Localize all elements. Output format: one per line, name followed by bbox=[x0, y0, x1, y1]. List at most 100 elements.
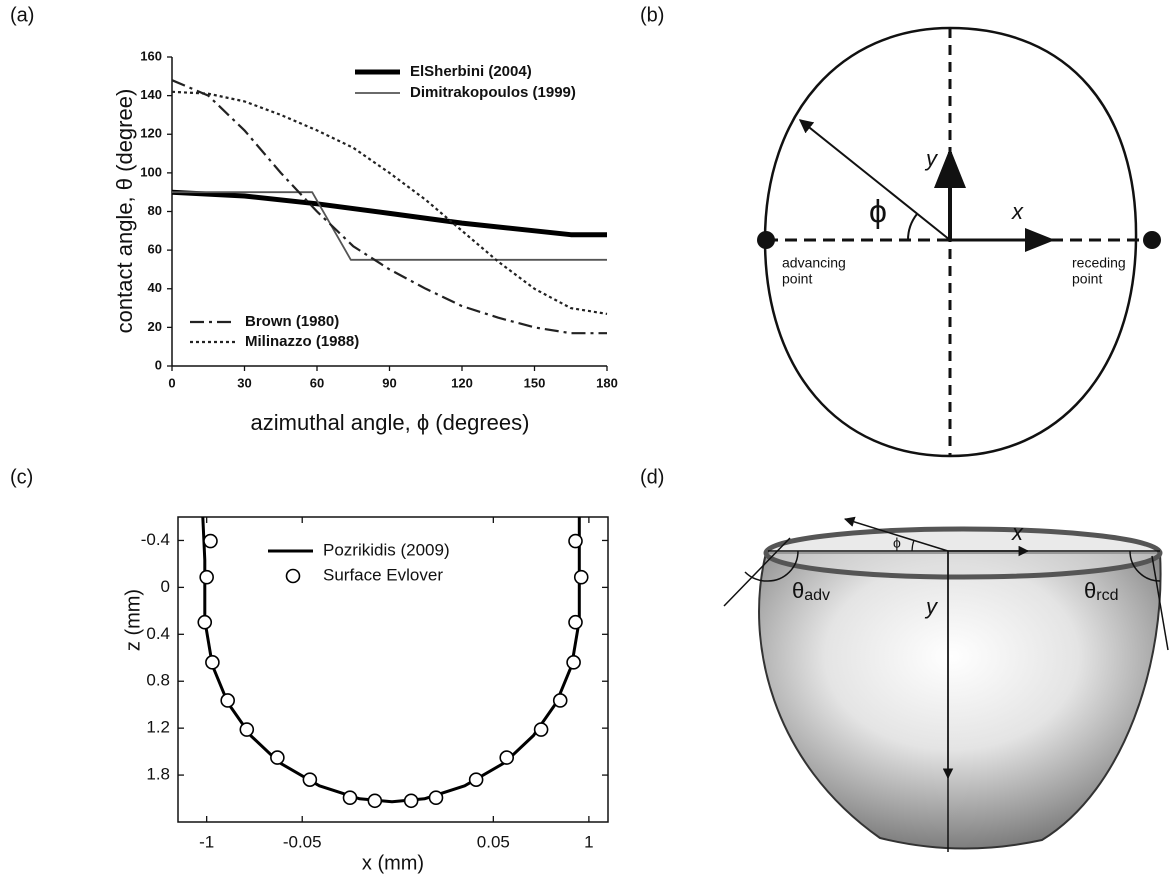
data-point bbox=[197, 614, 213, 630]
y-tick-label: 80 bbox=[148, 203, 162, 218]
x-label: x bbox=[1011, 520, 1024, 545]
y-axis-title: z (mm) bbox=[122, 589, 144, 651]
data-point bbox=[239, 722, 255, 737]
angle-label: ϕ bbox=[869, 193, 887, 229]
receding-label: point bbox=[1072, 271, 1102, 287]
series-line bbox=[201, 516, 581, 804]
diagram-d: ϕ x y θadv θrcd bbox=[723, 516, 1169, 852]
x-tick-label: 0.05 bbox=[477, 832, 510, 851]
radius-arrow bbox=[798, 119, 951, 241]
x-tick-label: 120 bbox=[451, 375, 473, 390]
x-tick-label: 90 bbox=[382, 375, 396, 390]
rcd-arc bbox=[1129, 550, 1161, 582]
x-tick-label: 180 bbox=[596, 375, 618, 390]
chart: -0.4 0 0.4 0.8 1.2 1.8 -1 -0.05 0.05 1 z (mm) x (mm… bbox=[122, 516, 609, 874]
y-tick-label: 120 bbox=[140, 126, 162, 141]
theta-adv-label: θadv bbox=[792, 578, 830, 604]
drop-body bbox=[758, 552, 1162, 850]
theta-symbol: θ bbox=[792, 578, 804, 603]
data-point bbox=[573, 569, 589, 585]
y-tick-label: 0 bbox=[155, 357, 162, 372]
y-tick-label: 0.8 bbox=[146, 671, 170, 690]
data-point bbox=[302, 772, 318, 787]
data-point bbox=[199, 569, 214, 585]
legend-label: Pozrikidis (2009) bbox=[323, 540, 450, 559]
theta-subscript: adv bbox=[804, 587, 830, 604]
data-point bbox=[367, 793, 383, 809]
data-point bbox=[205, 655, 220, 670]
y-tick-label: 1.8 bbox=[146, 765, 170, 784]
y-tick-label: 0.4 bbox=[146, 624, 170, 643]
y-tick-label: 40 bbox=[148, 280, 162, 295]
tangent-right bbox=[1151, 555, 1169, 651]
data-point bbox=[499, 750, 515, 765]
plot-frame bbox=[177, 516, 609, 823]
panel-label: (c) bbox=[10, 466, 33, 488]
panel-label: (a) bbox=[10, 4, 34, 26]
panel-label: (d) bbox=[640, 466, 664, 488]
diagram-b: ϕ y x advancing point receding point bbox=[757, 26, 1161, 458]
theta-symbol: θ bbox=[1084, 578, 1096, 603]
angle-label: ϕ bbox=[893, 535, 901, 551]
data-point bbox=[566, 655, 581, 670]
data-point bbox=[270, 750, 285, 765]
data-point bbox=[552, 693, 568, 708]
y-label: y bbox=[924, 594, 939, 619]
tangent-left bbox=[723, 537, 791, 607]
y-tick-label: -0.4 bbox=[141, 530, 170, 549]
x-tick-label: -0.05 bbox=[283, 832, 322, 851]
series-line bbox=[171, 79, 607, 335]
receding-dot bbox=[1143, 231, 1161, 249]
y-tick-label: 1.2 bbox=[146, 718, 170, 737]
data-point bbox=[533, 722, 549, 737]
advancing-dot bbox=[757, 231, 775, 249]
advancing-label: point bbox=[782, 271, 812, 287]
receding-label: receding bbox=[1072, 255, 1126, 271]
data-point bbox=[468, 772, 484, 787]
advancing-label: advancing bbox=[782, 255, 846, 271]
y-tick-label: 100 bbox=[140, 164, 162, 179]
data-point bbox=[203, 533, 218, 549]
x-tick-label: 150 bbox=[524, 375, 546, 390]
y-tick-label: 60 bbox=[148, 242, 162, 257]
y-axis-title: contact angle, θ (degree) bbox=[112, 89, 137, 334]
legend-label: ElSherbini (2004) bbox=[410, 63, 532, 80]
angle-arc bbox=[911, 539, 915, 552]
x-tick-label: 0 bbox=[168, 375, 175, 390]
adv-arc bbox=[744, 550, 799, 582]
series-line bbox=[171, 189, 607, 238]
series-line bbox=[172, 191, 607, 261]
x-tick-label: -1 bbox=[199, 832, 214, 851]
y-tick-label: 20 bbox=[148, 319, 162, 334]
panel-label: (b) bbox=[640, 4, 664, 26]
angle-arc bbox=[906, 213, 918, 241]
data-point bbox=[428, 790, 444, 806]
data-point bbox=[220, 693, 235, 708]
x-axis-title: x (mm) bbox=[362, 852, 424, 874]
x-tick-label: 60 bbox=[310, 375, 324, 390]
data-point bbox=[403, 793, 419, 809]
y-tick-label: 140 bbox=[140, 87, 162, 102]
data-point bbox=[568, 533, 583, 549]
theta-subscript: rcd bbox=[1096, 587, 1118, 604]
chart: 0 20 40 60 80 100 120 140 160 0 30 60 90 120 150 180 con… bbox=[112, 48, 618, 434]
legend-label: Milinazzo (1988) bbox=[245, 333, 359, 350]
series-line bbox=[171, 90, 608, 315]
y-tick-label: 0 bbox=[161, 577, 170, 596]
theta-rcd-label: θrcd bbox=[1084, 578, 1118, 604]
x-tick-label: 30 bbox=[237, 375, 251, 390]
legend-label: Brown (1980) bbox=[245, 313, 339, 330]
legend-swatch bbox=[285, 568, 301, 584]
radius-arrow bbox=[843, 516, 949, 552]
x-label: x bbox=[1011, 199, 1024, 224]
x-axis-title: azimuthal angle, ϕ (degrees) bbox=[251, 410, 530, 435]
drop-rim bbox=[763, 526, 1163, 580]
legend-label: Surface Evlover bbox=[323, 565, 443, 584]
legend-label: Dimitrakopoulos (1999) bbox=[410, 84, 576, 101]
data-point bbox=[568, 614, 583, 630]
data-point bbox=[342, 790, 358, 806]
x-tick-label: 1 bbox=[584, 832, 593, 851]
y-label: y bbox=[924, 146, 939, 171]
